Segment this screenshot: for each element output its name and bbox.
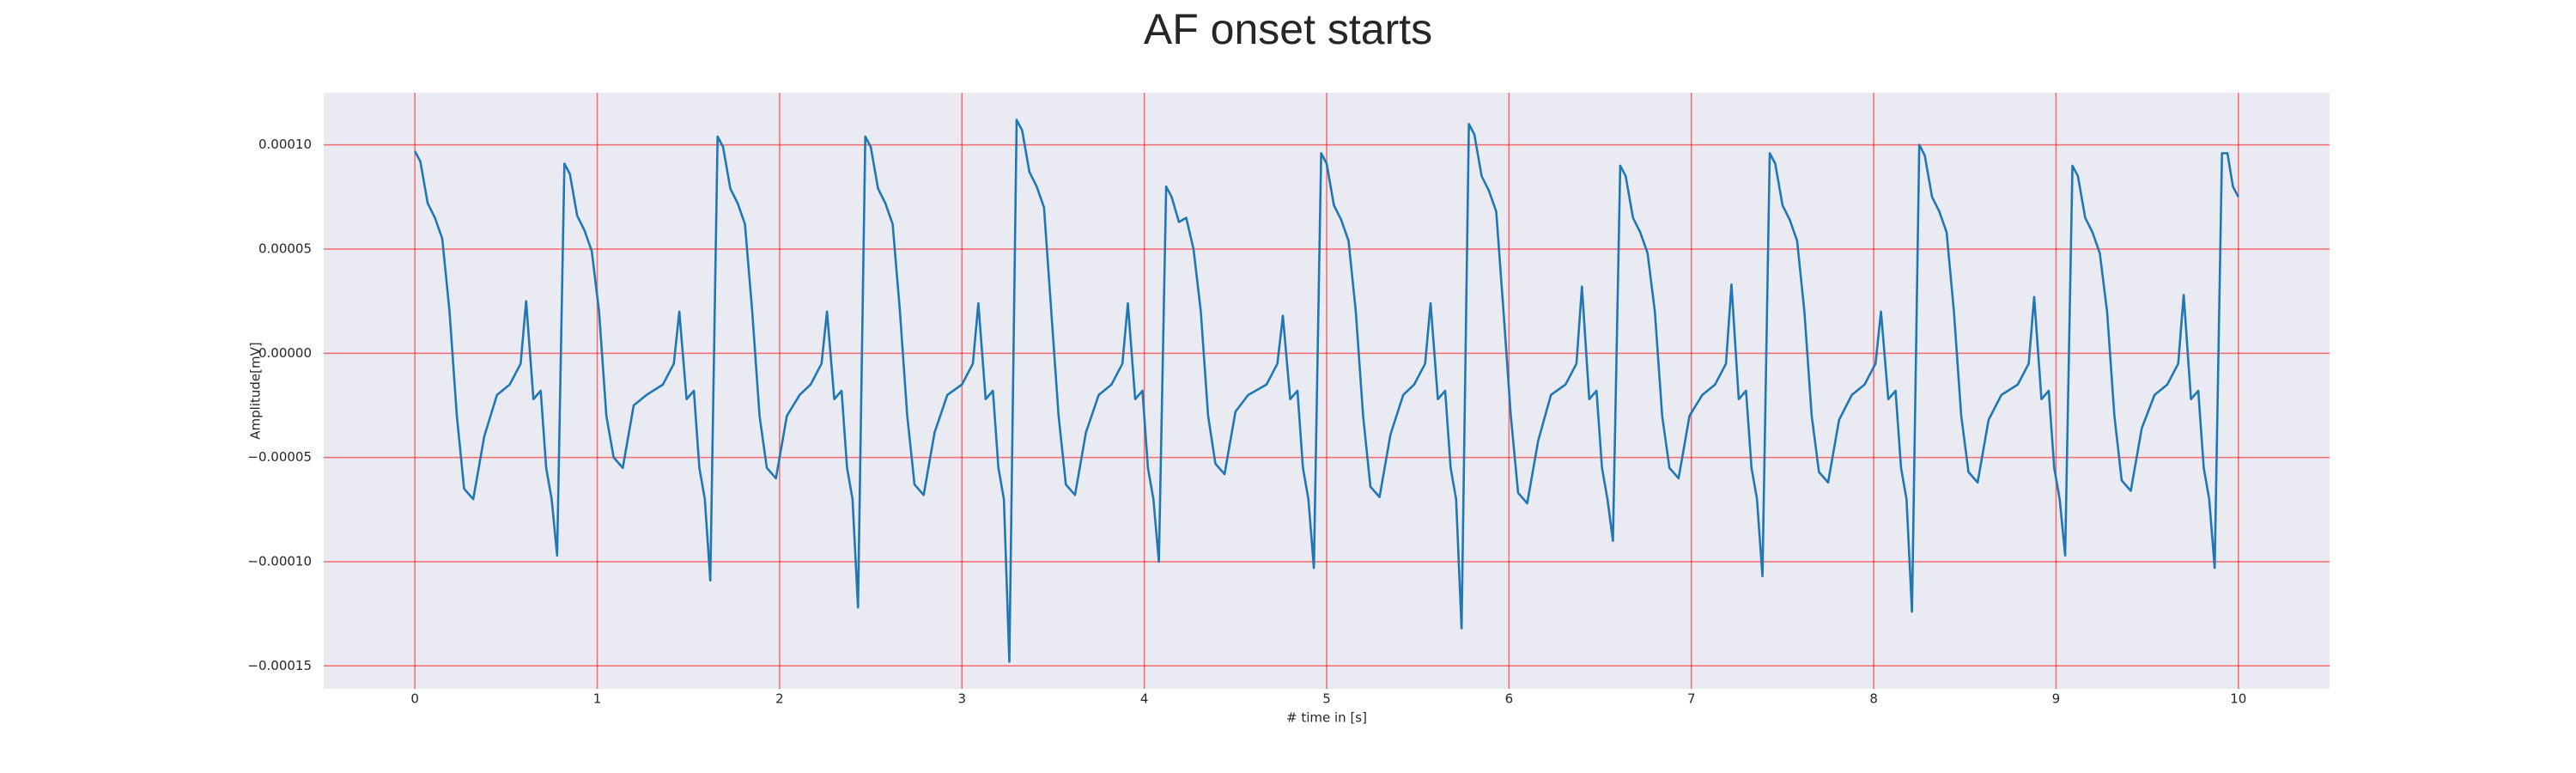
y-tick-label: −0.00015: [247, 658, 312, 673]
y-tick-label: −0.00005: [247, 449, 312, 465]
x-tick-label: 8: [1869, 691, 1878, 707]
x-tick-label: 5: [1322, 691, 1331, 707]
x-tick-label: 7: [1687, 691, 1696, 707]
x-tick-label: 4: [1140, 691, 1149, 707]
x-tick-label: 1: [593, 691, 602, 707]
y-tick-label: 0.00000: [258, 345, 312, 361]
x-tick-label: 9: [2052, 691, 2061, 707]
chart-title: AF onset starts: [1144, 5, 1432, 53]
x-tick-label: 3: [957, 691, 966, 707]
x-tick-label: 0: [410, 691, 419, 707]
y-tick-label: 0.00005: [258, 240, 312, 256]
y-axis-label: Amplitude[mV]: [248, 342, 264, 439]
x-axis-label: # time in [s]: [1286, 710, 1367, 726]
y-tick-label: −0.00010: [247, 553, 312, 569]
signal-line: [414, 119, 2239, 663]
x-tick-label: 2: [775, 691, 784, 707]
x-tick-label: 6: [1505, 691, 1514, 707]
y-tick-label: 0.00010: [258, 137, 312, 152]
x-tick-label: 10: [2230, 691, 2246, 707]
